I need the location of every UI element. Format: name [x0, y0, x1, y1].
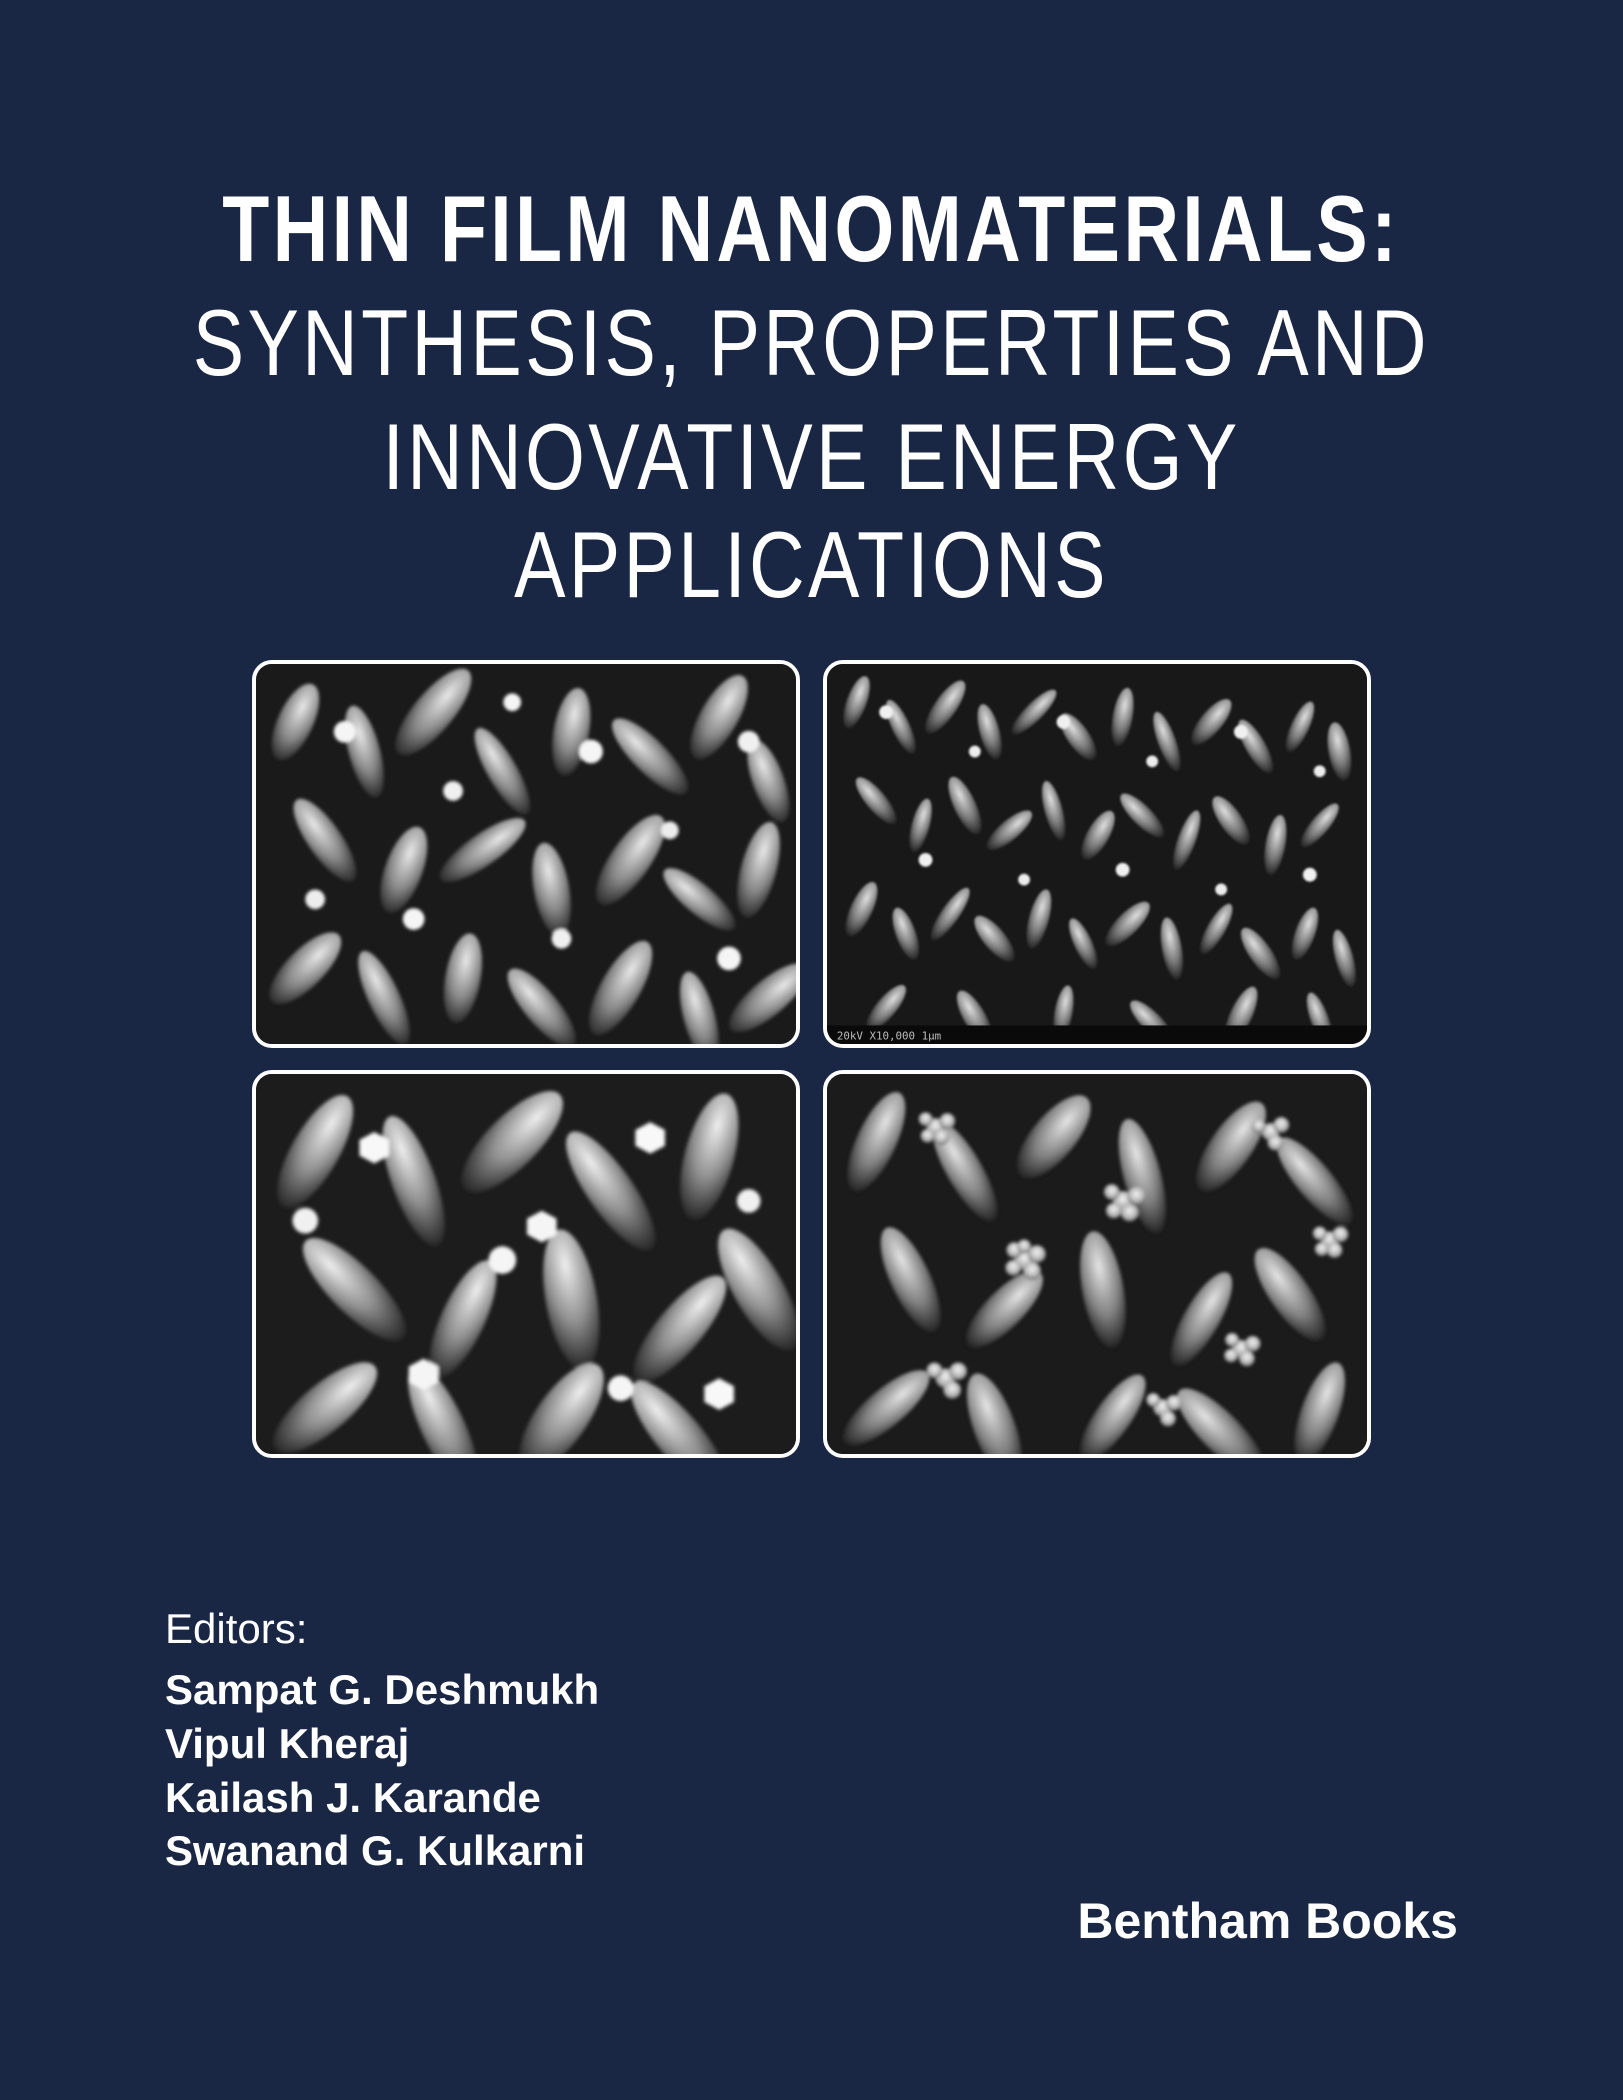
publisher-name: Bentham Books: [1077, 1892, 1458, 1950]
sem-panel-top-right: 20kV X10,000 1µm: [823, 660, 1371, 1048]
editor-name-4: Swanand G. Kulkarni: [165, 1824, 599, 1878]
sem-panel-bottom-right: [823, 1070, 1371, 1458]
editors-label: Editors:: [165, 1605, 599, 1653]
sem-panel-top-left: [252, 660, 800, 1048]
sem-image-grid: 20kV X10,000 1µm: [252, 660, 1372, 1458]
editor-name-1: Sampat G. Deshmukh: [165, 1663, 599, 1717]
title-line-3: INNOVATIVE ENERGY APPLICATIONS: [146, 403, 1477, 619]
editors-block: Editors: Sampat G. Deshmukh Vipul Kheraj…: [165, 1605, 599, 1878]
svg-text:20kV X10,000 1µm: 20kV X10,000 1µm: [836, 1029, 940, 1042]
book-title: THIN FILM NANOMATERIALS: SYNTHESIS, PROP…: [0, 175, 1623, 619]
title-line-2: SYNTHESIS, PROPERTIES AND: [193, 289, 1430, 397]
editor-name-2: Vipul Kheraj: [165, 1717, 599, 1771]
editor-name-3: Kailash J. Karande: [165, 1771, 599, 1825]
title-line-1: THIN FILM NANOMATERIALS:: [223, 175, 1401, 283]
sem-panel-bottom-left: [252, 1070, 800, 1458]
